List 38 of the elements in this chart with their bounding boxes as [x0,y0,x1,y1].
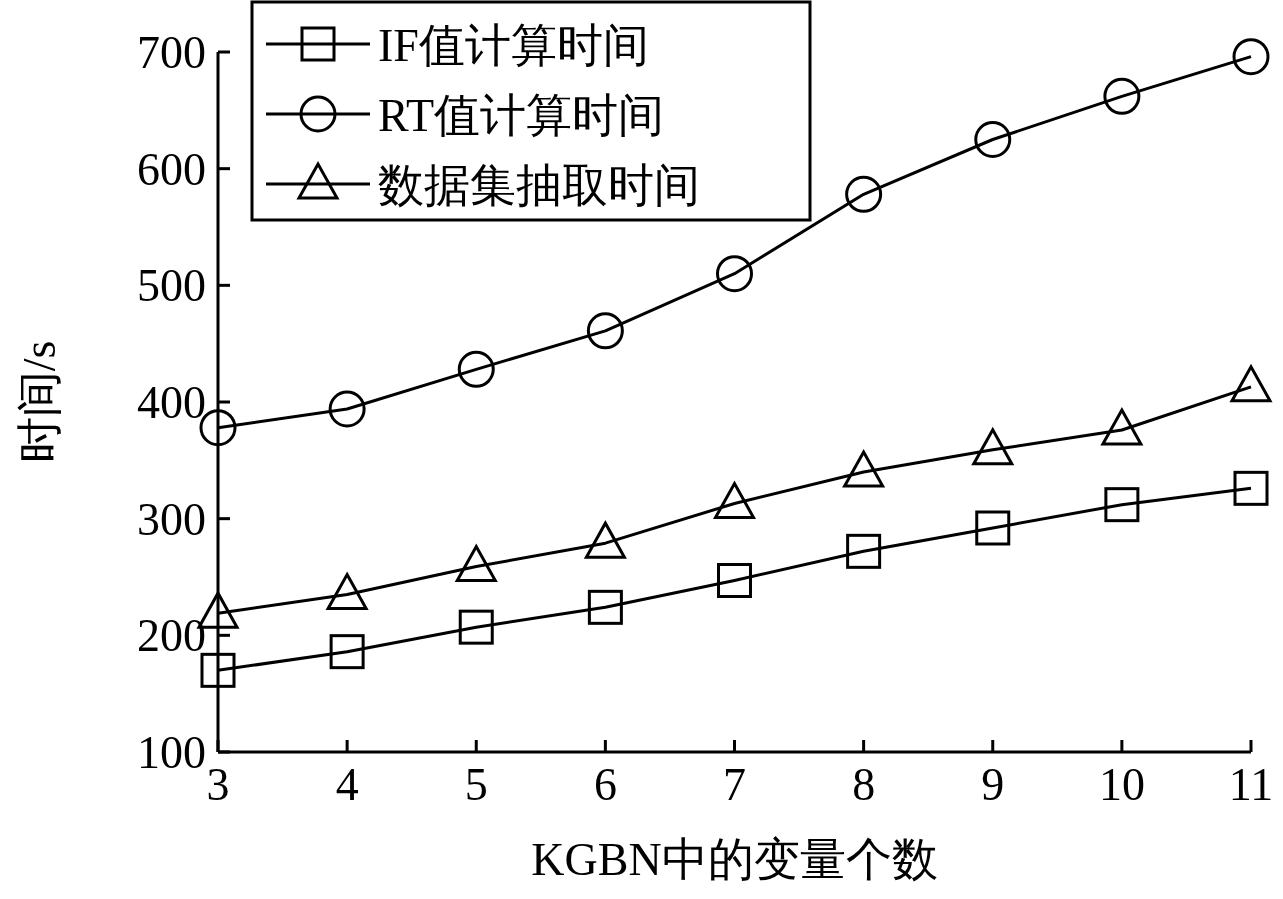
x-tick-label: 4 [335,759,359,810]
point [975,510,1011,546]
y-tick-label: 300 [137,493,206,545]
point [200,652,236,688]
point [845,175,883,213]
legend-label: 数据集抽取时间 [378,160,700,211]
legend-label: RT值计算时间 [378,90,665,141]
x-tick-label: 10 [1098,759,1145,810]
point [716,255,753,293]
x-tick-label: 3 [206,759,230,810]
y-tick-label: 500 [137,260,206,312]
point [1103,77,1141,115]
x-tick-label: 7 [723,759,746,810]
y-tick-label: 100 [137,727,206,778]
point [1233,470,1269,506]
x-tick-label: 6 [593,759,617,810]
point [587,589,623,625]
point [1104,487,1140,523]
point [586,312,624,350]
point [846,533,882,569]
point [717,563,752,598]
y-tick-label: 700 [137,27,206,78]
y-tick-label: 400 [137,377,206,428]
point [328,390,366,428]
x-tick-label: 8 [852,759,876,810]
y-axis-title: 时间/s [14,340,65,464]
y-tick-label: 200 [137,610,206,662]
point [974,121,1012,158]
x-tick-label: 5 [464,759,488,810]
x-tick-label: 9 [981,759,1005,810]
point [1232,38,1270,76]
x-tick-label: 11 [1228,759,1274,810]
legend-label: IF值计算时间 [378,20,649,71]
point [458,609,494,645]
point [329,634,365,670]
x-axis-title: KGBN中的变量个数 [531,834,938,885]
point [457,350,495,388]
y-tick-label: 600 [137,143,206,195]
